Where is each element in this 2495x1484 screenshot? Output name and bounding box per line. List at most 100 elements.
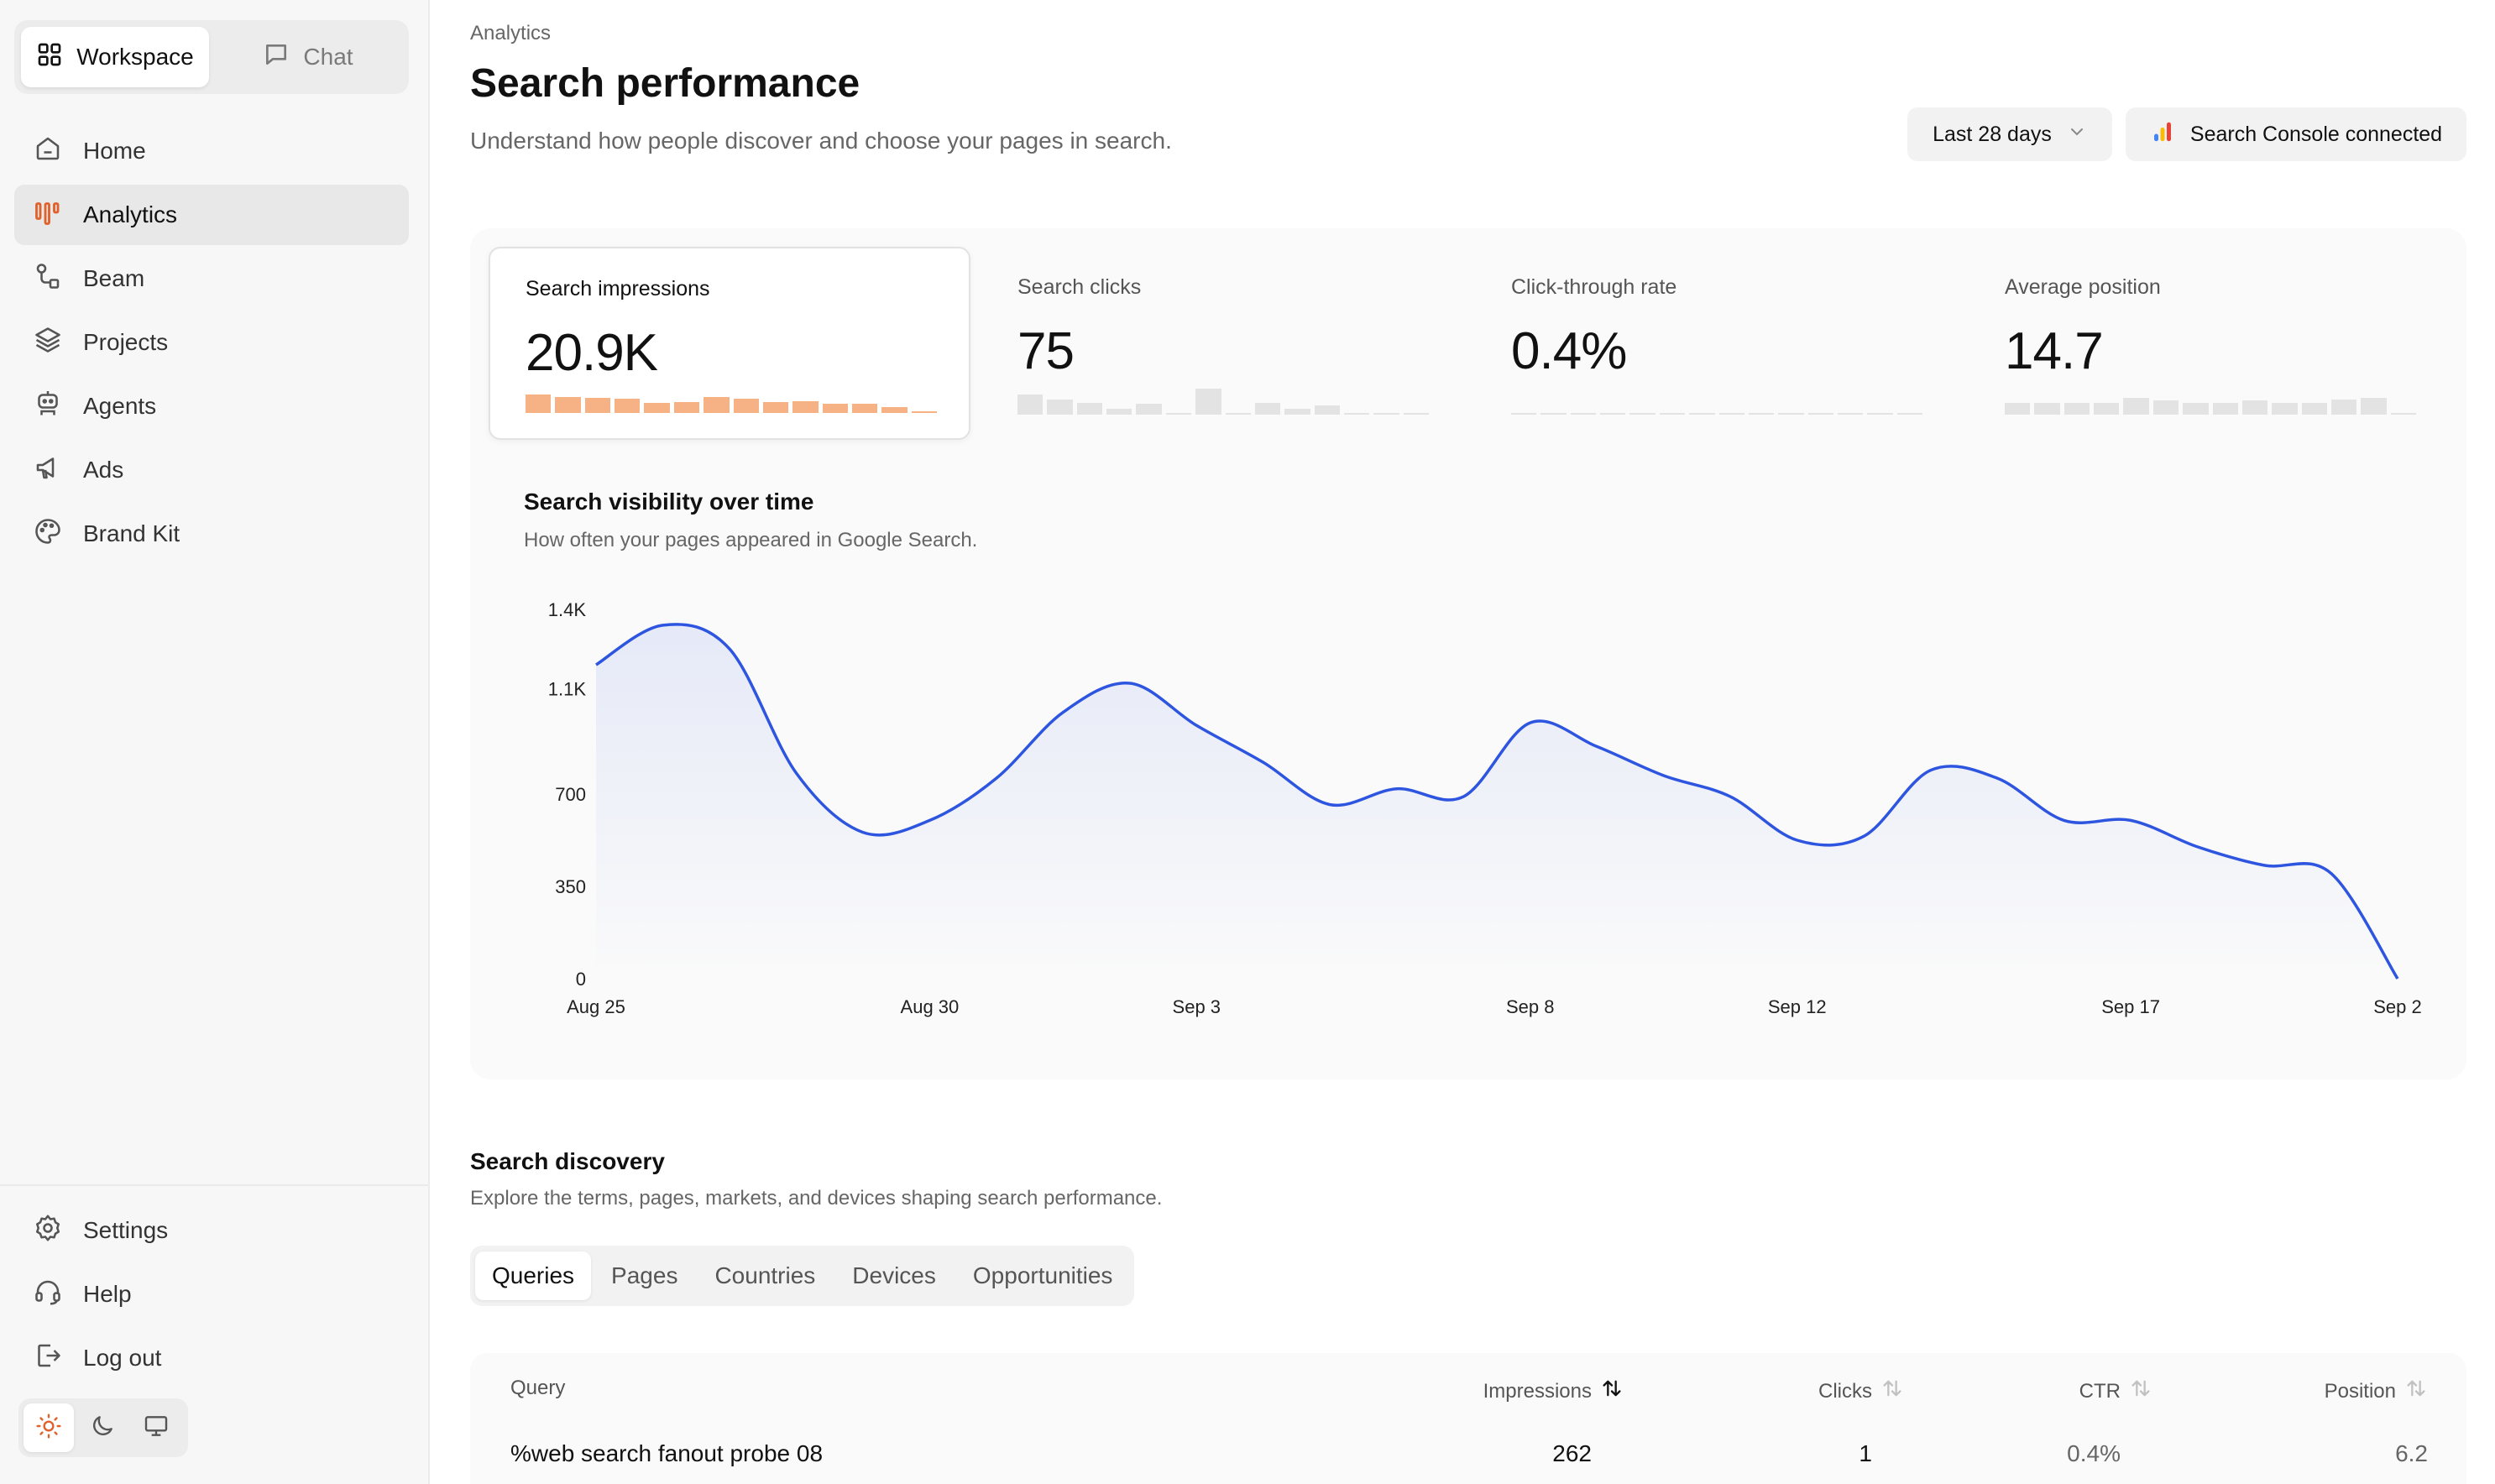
data-point[interactable] xyxy=(1989,770,2006,786)
data-point[interactable] xyxy=(2056,812,2073,828)
data-point[interactable] xyxy=(1588,738,1605,755)
visibility-chart[interactable]: 1.4K 1.1K 700 350 0 Aug 25 Aug 30 Sep 3 Sep 8 Sep… xyxy=(470,228,2466,1079)
data-point[interactable] xyxy=(1321,797,1338,813)
spark-bar xyxy=(1165,413,1192,415)
sidebar-item-settings[interactable]: Settings xyxy=(14,1200,409,1261)
data-point[interactable] xyxy=(1054,704,1071,721)
data-point[interactable] xyxy=(1255,754,1272,771)
data-point[interactable] xyxy=(2122,812,2139,828)
sidebar-item-brand-kit[interactable]: Brand Kit xyxy=(14,504,409,564)
metric-card-ctr[interactable]: Click-through rate 0.4% xyxy=(1476,247,1958,440)
date-range-label: Last 28 days xyxy=(1933,122,2052,146)
chat-bubble-icon xyxy=(263,41,290,74)
sidebar-item-beam[interactable]: Beam xyxy=(14,248,409,309)
spark-bar xyxy=(1629,413,1655,415)
sidebar-item-label: Beam xyxy=(83,265,145,291)
system-theme-button[interactable] xyxy=(131,1403,181,1452)
data-point[interactable] xyxy=(2256,857,2273,874)
spark-bar xyxy=(2005,403,2031,415)
data-point[interactable] xyxy=(1522,714,1539,731)
data-point[interactable] xyxy=(1922,762,1939,779)
cell-impressions: 262 xyxy=(1552,1440,1592,1466)
column-header-label: Impressions xyxy=(1483,1379,1592,1403)
metric-card-impressions[interactable]: Search impressions 20.9K xyxy=(489,247,970,440)
x-tick-label: Sep 8 xyxy=(1506,996,1555,1017)
metric-value: 20.9K xyxy=(526,324,658,382)
data-point[interactable] xyxy=(787,765,804,781)
series-area xyxy=(596,624,2398,979)
data-point[interactable] xyxy=(2323,865,2340,881)
spark-bar xyxy=(2183,403,2209,415)
column-header-clicks[interactable]: Clicks xyxy=(1818,1377,1904,1406)
data-point[interactable] xyxy=(855,824,871,841)
spark-bar xyxy=(733,399,759,413)
column-header-label: Query xyxy=(510,1377,566,1399)
column-header-query[interactable]: Query xyxy=(510,1377,565,1400)
data-point[interactable] xyxy=(588,656,604,673)
sidebar-item-ads[interactable]: Ads xyxy=(14,440,409,500)
x-tick-label: Sep 17 xyxy=(2101,996,2160,1017)
spark-bar xyxy=(1225,413,1251,415)
sidebar-item-analytics[interactable]: Analytics xyxy=(14,185,409,245)
sidebar-item-agents[interactable]: Agents xyxy=(14,376,409,436)
data-point[interactable] xyxy=(1455,788,1472,805)
data-point[interactable] xyxy=(721,640,738,657)
spark-bar xyxy=(1807,413,1833,415)
cell-query[interactable]: %web search fanout probe 08 xyxy=(510,1440,824,1466)
dark-theme-button[interactable] xyxy=(77,1403,128,1452)
workspace-mode-button[interactable]: Workspace xyxy=(21,27,209,87)
palette-icon xyxy=(33,516,63,552)
data-point[interactable] xyxy=(1855,828,1872,844)
sidebar-item-home[interactable]: Home xyxy=(14,121,409,181)
metric-card-clicks[interactable]: Search clicks 75 xyxy=(982,247,1464,440)
column-header-impressions[interactable]: Impressions xyxy=(1483,1377,1624,1406)
date-range-select[interactable]: Last 28 days xyxy=(1907,107,2112,161)
data-point[interactable] xyxy=(1722,788,1739,805)
tab-queries[interactable]: Queries xyxy=(475,1251,592,1300)
sidebar-item-log-out[interactable]: Log out xyxy=(14,1328,409,1388)
breadcrumb[interactable]: Analytics xyxy=(470,22,552,44)
column-header-position[interactable]: Position xyxy=(2325,1377,2428,1406)
data-point[interactable] xyxy=(1188,717,1205,734)
spark-bar xyxy=(526,395,552,413)
data-point[interactable] xyxy=(1122,675,1138,692)
spark-bar xyxy=(1867,413,1893,415)
metric-label: Average position xyxy=(2005,275,2161,299)
tab-opportunities[interactable]: Opportunities xyxy=(972,1262,1113,1288)
data-point[interactable] xyxy=(1789,832,1806,849)
metric-card-position[interactable]: Average position 14.7 xyxy=(1969,247,2451,440)
metric-value: 14.7 xyxy=(2005,322,2104,380)
spark-bar xyxy=(2272,403,2298,415)
metric-label: Search impressions xyxy=(526,277,710,300)
sparkline xyxy=(2005,384,2417,415)
sidebar-item-projects[interactable]: Projects xyxy=(14,312,409,373)
data-point[interactable] xyxy=(2389,970,2406,987)
workspace-mode-label: Workspace xyxy=(76,44,194,70)
light-theme-button[interactable] xyxy=(24,1403,74,1452)
tab-pages[interactable]: Pages xyxy=(611,1262,678,1288)
data-point[interactable] xyxy=(1655,767,1672,784)
data-point[interactable] xyxy=(655,617,672,634)
tab-countries[interactable]: Countries xyxy=(714,1262,816,1288)
spark-bar xyxy=(851,404,878,413)
chat-mode-button[interactable]: Chat xyxy=(214,27,402,87)
sidebar-item-help[interactable]: Help xyxy=(14,1264,409,1325)
spark-bar xyxy=(2123,398,2149,415)
sidebar-item-label: Analytics xyxy=(83,201,178,227)
spark-bar xyxy=(644,403,670,413)
tab-devices[interactable]: Devices xyxy=(852,1262,936,1288)
data-point[interactable] xyxy=(2189,839,2206,855)
data-point[interactable] xyxy=(988,770,1005,786)
search-console-button[interactable]: Search Console connected xyxy=(2126,107,2466,161)
discovery-tabs: Queries Pages Countries Devices Opportun… xyxy=(470,1246,1135,1306)
spark-bar xyxy=(1659,413,1686,415)
sort-icon xyxy=(2404,1377,2428,1406)
data-point[interactable] xyxy=(1389,781,1405,797)
data-point[interactable] xyxy=(921,812,938,828)
cell-ctr: 0.4% xyxy=(2067,1440,2121,1466)
metric-label: Search clicks xyxy=(1017,275,1142,299)
spark-bar xyxy=(1570,413,1597,415)
column-header-ctr[interactable]: CTR xyxy=(2079,1377,2152,1406)
spark-bar xyxy=(2152,400,2179,415)
google-analytics-icon xyxy=(2150,119,2175,150)
